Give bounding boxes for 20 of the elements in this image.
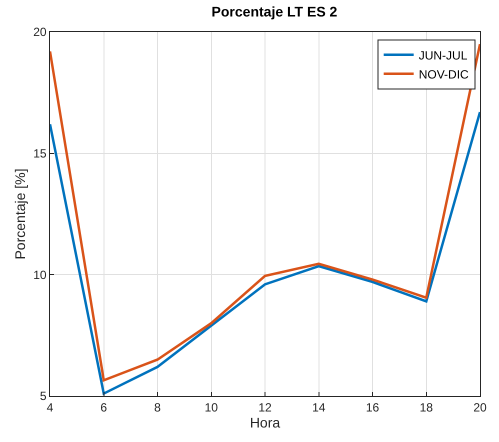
y-tick-label: 10 — [33, 268, 47, 282]
x-tick-label: 20 — [473, 400, 487, 414]
y-axis-title: Porcentaje [%] — [12, 168, 28, 260]
x-tick-label: 14 — [312, 400, 326, 414]
x-tick-label: 10 — [204, 400, 218, 414]
legend-label: JUN-JUL — [418, 48, 468, 62]
x-axis-title: Hora — [250, 414, 280, 431]
legend-label: NOV-DIC — [418, 67, 470, 82]
x-tick-label: 12 — [258, 400, 272, 414]
x-tick-label: 4 — [46, 400, 54, 414]
y-tick-label: 15 — [33, 146, 47, 161]
y-tick-label: 20 — [33, 25, 47, 40]
x-tick-label: 6 — [100, 400, 108, 414]
chart-title: Porcentaje LT ES 2 — [212, 3, 338, 20]
y-tick-label: 5 — [40, 389, 47, 404]
line-series — [50, 42, 480, 382]
x-tick-label: 18 — [420, 400, 434, 414]
x-tick-label: 16 — [366, 400, 380, 414]
x-tick-label: 8 — [154, 400, 162, 414]
line-series — [50, 110, 480, 395]
